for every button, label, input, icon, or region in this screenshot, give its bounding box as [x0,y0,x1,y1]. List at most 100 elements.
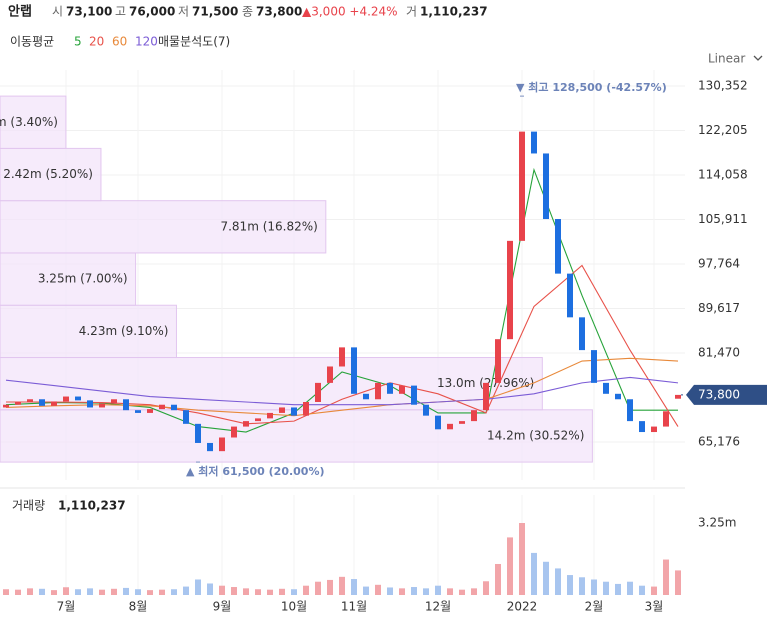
quote-change: ▲3,000 +4.24% [302,5,398,19]
volume-bar [99,589,105,595]
candle-body [39,399,45,406]
x-tick-label: 8월 [129,600,148,614]
candle-body [279,407,285,413]
y-tick-label: 3.25m [698,516,736,530]
profile-label: 14.2m (30.52%) [487,428,584,442]
volume-bar [195,579,201,595]
candle-body [363,393,369,400]
candle-body [351,347,357,394]
volume-bar [567,575,573,595]
candle-body [495,339,501,383]
quote-label: 종 [242,5,253,19]
y-tick-label: 81,470 [698,345,740,359]
candle-body [651,426,657,433]
x-tick-label: 11월 [341,600,367,614]
candle-body [87,400,93,408]
y-tick-label: 97,764 [698,256,740,270]
volume-bar [435,585,441,595]
quote-label: 저 [178,5,189,19]
candle-body [591,350,597,383]
candle-body [387,382,393,394]
candle-body [471,410,477,422]
volume-bar [279,588,285,595]
quote-value: 73,100 [66,5,112,19]
volume-bar [111,588,117,595]
volume-bar [447,588,453,595]
volume-last: 1,110,237 [58,499,126,513]
volume-bar [579,577,585,595]
candle-body [483,382,489,411]
quote-value: 76,000 [129,5,175,19]
profile-bar [0,252,137,306]
candle-body [243,421,249,427]
candle-body [531,131,537,154]
x-tick-label: 2022 [507,600,538,614]
volume-bar [327,579,333,595]
volume-bar [615,583,621,595]
volume-bar [519,523,525,595]
chevron [753,55,763,61]
volume-bar [483,581,489,595]
volume-bar [471,588,477,595]
volume-bar [639,585,645,595]
volume-bar [663,559,669,595]
candle-body [603,382,609,394]
candle-body [375,382,381,400]
volume-bar [591,579,597,595]
volume-bar [63,587,69,595]
profile-label: 3.25m (7.00%) [38,272,128,286]
candle-body [99,403,105,408]
volume-bar [75,589,81,595]
low-label: ▲ 최저 61,500 (20.00%) [186,464,325,478]
profile-title[interactable]: 매물분석도(7) [158,35,230,49]
volume-bar [27,588,33,595]
volume-title: 거래량 [12,499,45,513]
ma-line [6,264,679,427]
candle-body [111,399,117,404]
candle-body [579,317,585,351]
volume-bar [531,552,537,595]
y-tick-label: 105,911 [698,212,748,226]
x-tick-label: 2월 [585,600,604,614]
legend-entry: 60 [112,35,127,49]
y-tick-label: 65,176 [698,434,740,448]
quote-label: 고 [115,5,126,19]
candle-body [255,418,261,422]
candle-body [231,426,237,438]
stock-name: 안랩 [8,4,32,20]
quote-label: 거 [406,5,417,19]
volume-bar [375,584,381,595]
volume-bar [627,581,633,595]
indicator-label[interactable]: 이동평균 [10,35,54,49]
scale-toggle[interactable]: Linear [708,52,745,66]
volume-bar [147,590,153,595]
ma-line [5,357,679,417]
x-tick-label: 12월 [425,600,451,614]
volume-bar [651,586,657,595]
candle-body [267,412,273,419]
candle-body [303,401,309,416]
x-tick-label: 3월 [645,600,664,614]
volume-bar [291,589,297,595]
volume-bar [255,589,261,595]
volume-bar [423,588,429,595]
volume-bar [123,587,129,595]
candle-body [63,396,69,402]
candle-body [447,423,453,430]
candle-body [327,366,333,383]
candle-body [339,347,345,367]
volume-bar [51,590,57,595]
volume-bar [675,570,681,595]
candle-body [675,394,681,399]
quote-value: 1,110,237 [420,5,488,19]
volume-bar [603,581,609,595]
candle-body [195,423,201,443]
volume-bar [243,588,249,595]
x-tick-label: 10월 [281,600,307,614]
y-tick-label: 89,617 [698,301,740,315]
legend-entry: 120 [135,35,158,49]
volume-bar [459,589,465,595]
profile-label: 1.58m (3.40%) [0,115,58,129]
candle-body [519,131,525,241]
